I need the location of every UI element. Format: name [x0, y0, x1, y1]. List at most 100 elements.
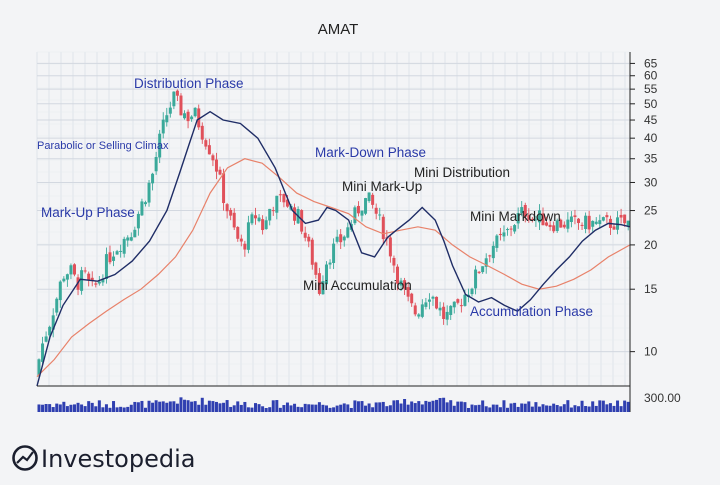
annotation-markup-phase: Mark-Up Phase: [41, 205, 135, 220]
candle-body: [104, 254, 108, 280]
volume-bar: [484, 406, 488, 412]
candle-body: [300, 210, 304, 232]
volume-bar: [367, 403, 371, 412]
logo-ring-icon: [12, 445, 38, 471]
y-tick-label: 10: [644, 345, 658, 359]
candle-body: [513, 225, 517, 232]
volume-bar: [445, 402, 449, 412]
candle-body: [225, 204, 229, 212]
candle-body: [605, 215, 609, 218]
candle-body: [530, 218, 534, 220]
candle-body: [403, 280, 407, 289]
volume-bar: [55, 403, 59, 412]
volume-bar: [420, 404, 424, 412]
candle-body: [364, 198, 368, 214]
candle-body: [616, 217, 620, 230]
candle-body: [339, 234, 343, 243]
candle-body: [459, 305, 463, 307]
volume-bar: [342, 403, 346, 412]
candle-body: [328, 262, 332, 265]
y-tick-label: 15: [644, 282, 658, 296]
volume-bar: [268, 407, 272, 412]
volume-bar: [229, 406, 233, 412]
candle-body: [449, 305, 453, 316]
candle-body: [601, 217, 605, 221]
volume-bar: [456, 401, 460, 412]
volume-bar: [466, 407, 470, 412]
candle-body: [580, 224, 584, 226]
volume-bar: [598, 400, 602, 412]
candle-body: [310, 239, 314, 265]
volume-bar: [158, 401, 162, 412]
candle-body: [506, 229, 510, 231]
logo-arrow-icon: [16, 451, 34, 464]
candle-body: [488, 255, 492, 257]
volume-bar: [548, 405, 552, 412]
candle-body: [420, 304, 424, 317]
candle-body: [314, 262, 318, 275]
volume-bar: [605, 404, 609, 412]
volume-bar: [140, 400, 144, 412]
candle-body: [552, 225, 556, 232]
volume-bar: [172, 401, 176, 412]
y-tick-label: 65: [644, 56, 658, 70]
candle-body: [119, 250, 123, 252]
candle-body: [51, 315, 55, 330]
volume-bar: [261, 406, 265, 412]
volume-bar: [410, 401, 414, 412]
volume-bar: [477, 404, 481, 412]
volume-bar: [374, 402, 378, 412]
candle-body: [584, 215, 588, 230]
volume-bar: [65, 406, 69, 412]
volume-bar: [51, 407, 55, 412]
volume-bar: [417, 401, 421, 412]
volume-bar: [616, 400, 620, 412]
candle-body: [239, 238, 243, 242]
volume-bar: [332, 407, 336, 412]
candle-body: [623, 214, 627, 224]
candle-body: [626, 220, 630, 226]
volume-bar: [236, 401, 240, 412]
candle-body: [268, 208, 272, 221]
candle-body: [541, 213, 545, 226]
y-tick-label: 50: [644, 97, 658, 111]
candle-body: [562, 224, 566, 228]
candle-body: [527, 215, 531, 220]
candle-body: [172, 91, 176, 107]
volume-bar: [356, 401, 360, 412]
volume-bar: [303, 403, 307, 412]
volume-bar: [143, 407, 147, 412]
volume-bar: [442, 397, 446, 412]
volume-bar: [211, 401, 215, 412]
candle-body: [516, 213, 520, 224]
candle-body: [342, 236, 346, 241]
volume-bar: [509, 403, 513, 412]
volume-bar: [594, 405, 598, 412]
volume-bar: [431, 400, 435, 412]
volume-bar: [591, 401, 595, 412]
candle-body: [332, 243, 336, 264]
candle-body: [94, 283, 98, 285]
volume-bar: [225, 400, 229, 412]
volume-bar: [154, 400, 158, 412]
volume-bars: [37, 397, 630, 412]
candle-body: [435, 296, 439, 309]
volume-bar: [559, 406, 563, 412]
volume-bar: [569, 407, 573, 412]
candle-body: [474, 269, 478, 289]
volume-bar: [623, 400, 627, 412]
candle-body: [406, 287, 410, 297]
candle-body: [58, 281, 62, 301]
volume-bar: [427, 401, 431, 412]
volume-bar: [76, 402, 80, 412]
candle-body: [445, 311, 449, 320]
volume-bar: [573, 405, 577, 412]
volume-bar: [371, 407, 375, 412]
volume-bar: [183, 399, 187, 412]
candle-body: [122, 238, 126, 254]
candle-body: [87, 273, 91, 281]
candle-body: [537, 210, 541, 223]
candle-body: [48, 326, 52, 336]
candle-body: [495, 235, 499, 248]
